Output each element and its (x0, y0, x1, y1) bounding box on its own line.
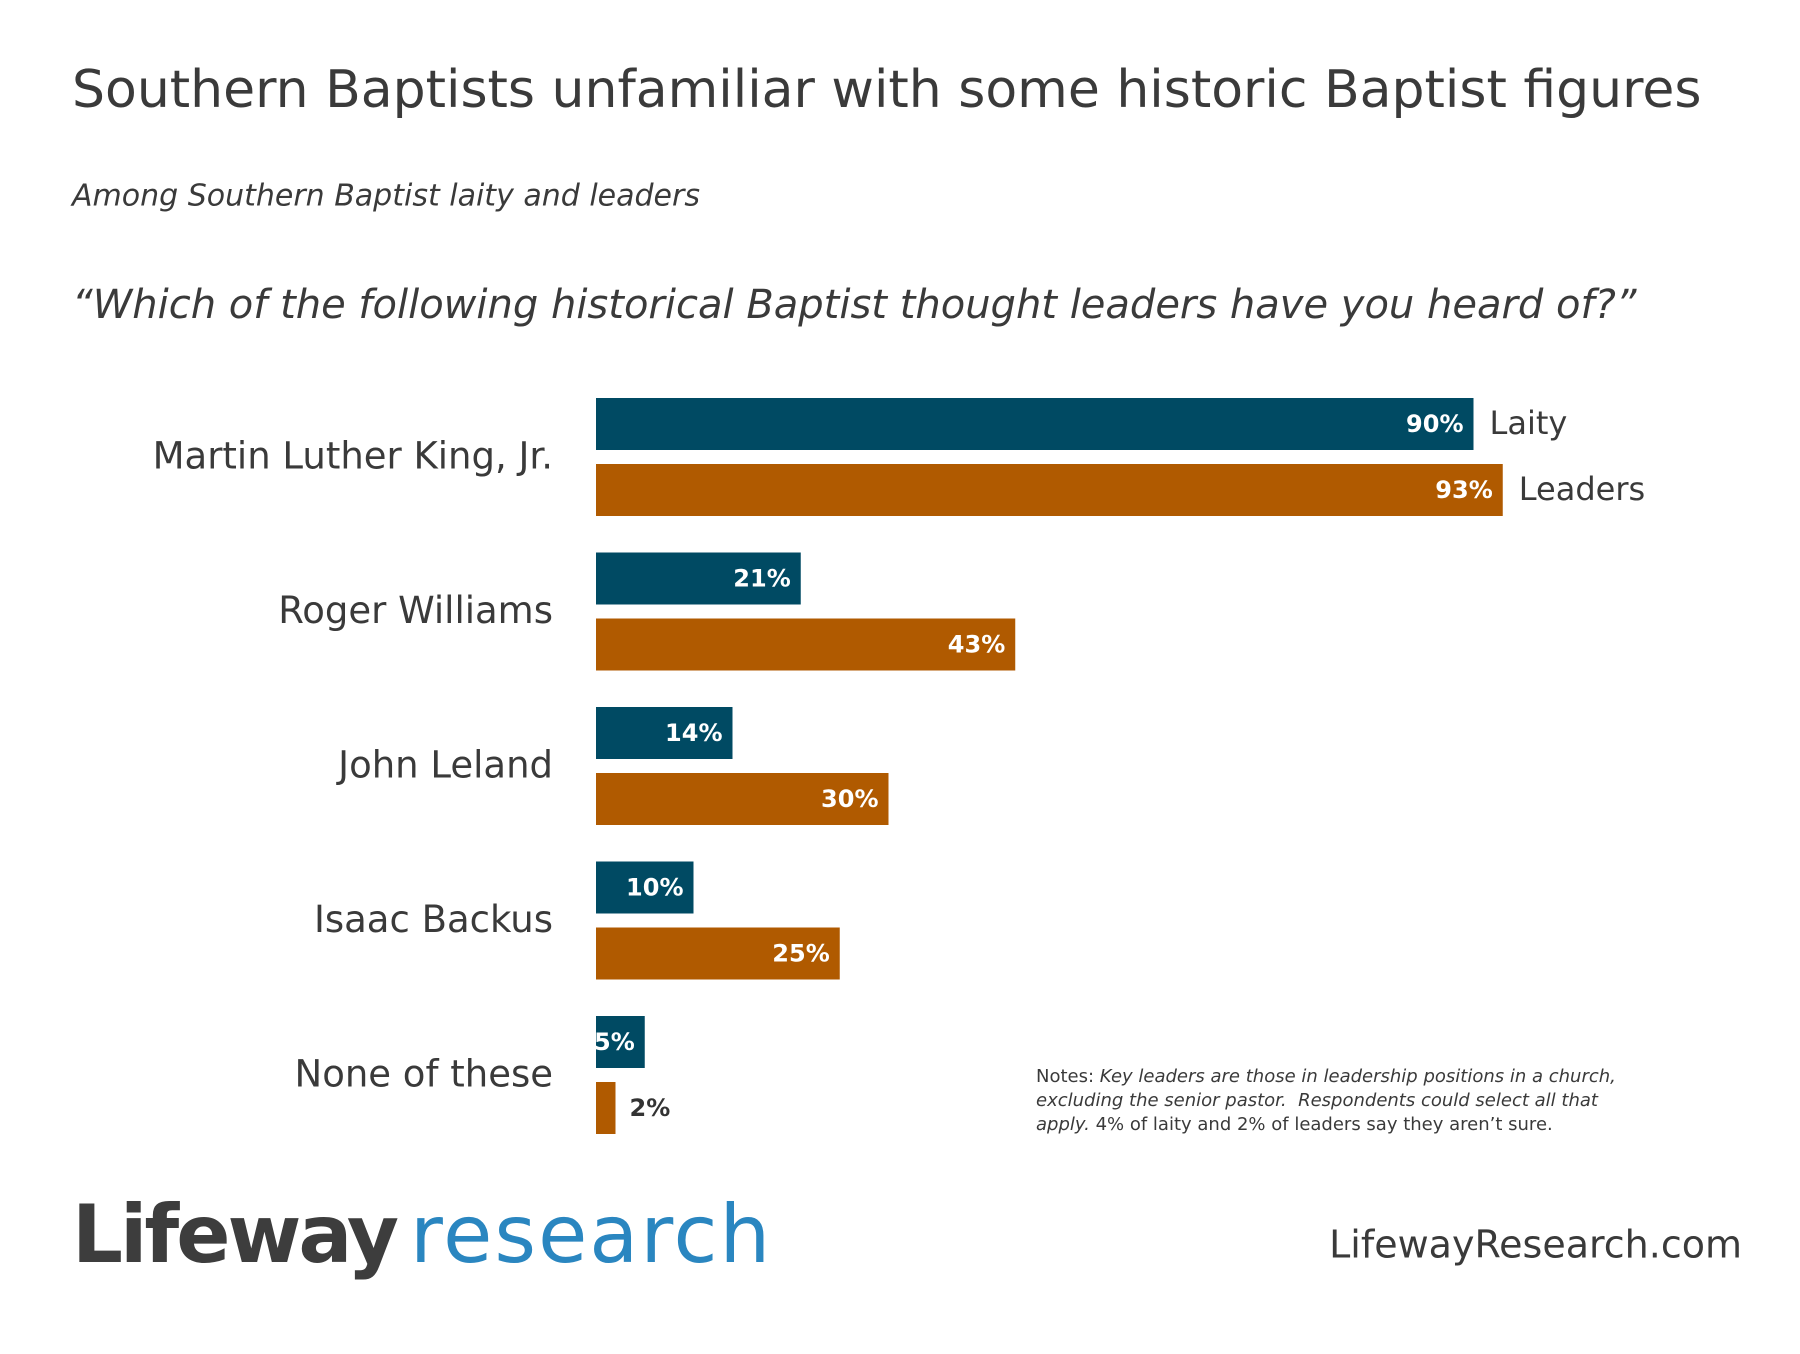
bar (596, 927, 840, 980)
value-label: 21% (733, 565, 790, 593)
note-text: Key leaders are those in leadership posi… (1100, 1066, 1616, 1087)
value-label: 5% (594, 1028, 635, 1056)
bar (596, 552, 801, 605)
category-label: None of these (295, 1053, 553, 1096)
note-text: Notes: (1036, 1066, 1100, 1087)
logo-word: research (410, 1188, 772, 1281)
note-line: Notes: Key leaders are those in leadersh… (1036, 1066, 1616, 1087)
url: LifewayResearch.com (1329, 1223, 1742, 1267)
note-text: apply. (1036, 1114, 1090, 1135)
bar (596, 1082, 616, 1134)
chart-title: Southern Baptists unfamiliar with some h… (72, 60, 1701, 120)
question: “Which of the following historical Bapti… (72, 282, 1637, 328)
value-label: 25% (772, 940, 829, 968)
bar (596, 861, 694, 914)
value-label: 43% (948, 631, 1005, 659)
category-label: Roger Williams (278, 589, 553, 632)
bar (596, 773, 889, 825)
category-label: John Leland (336, 744, 553, 787)
value-label: 90% (1406, 410, 1463, 438)
bar (596, 398, 1474, 450)
bar (596, 464, 1503, 516)
bar (596, 1016, 645, 1068)
logo-brand: Lifeway (72, 1188, 398, 1281)
value-label: 10% (626, 874, 683, 902)
legend-label: Leaders (1519, 470, 1645, 508)
logo: Lifeway research (72, 1188, 772, 1281)
value-label: 93% (1435, 476, 1492, 504)
legend-label: Laity (1490, 404, 1568, 442)
value-label: 30% (821, 785, 878, 813)
note-text: excluding the senior pastor. Respondents… (1036, 1090, 1599, 1111)
note-line: apply. 4% of laity and 2% of leaders say… (1036, 1114, 1553, 1135)
bar (596, 707, 733, 759)
value-label: 14% (665, 719, 722, 747)
chart-subtitle: Among Southern Baptist laity and leaders (70, 179, 700, 214)
category-label: Isaac Backus (314, 898, 553, 941)
value-label: 2% (630, 1094, 671, 1122)
category-label: Martin Luther King, Jr. (153, 435, 553, 478)
bar (596, 618, 1016, 671)
note-text: 4% of laity and 2% of leaders say they a… (1090, 1114, 1553, 1135)
note-line: excluding the senior pastor. Respondents… (1036, 1090, 1599, 1111)
